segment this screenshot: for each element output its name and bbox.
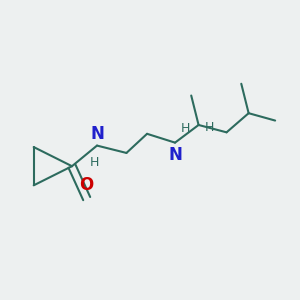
Text: O: O: [80, 176, 94, 194]
Text: H: H: [89, 156, 99, 169]
Text: N: N: [168, 146, 182, 164]
Text: H: H: [205, 122, 214, 134]
Text: N: N: [90, 124, 104, 142]
Text: H: H: [180, 122, 190, 135]
